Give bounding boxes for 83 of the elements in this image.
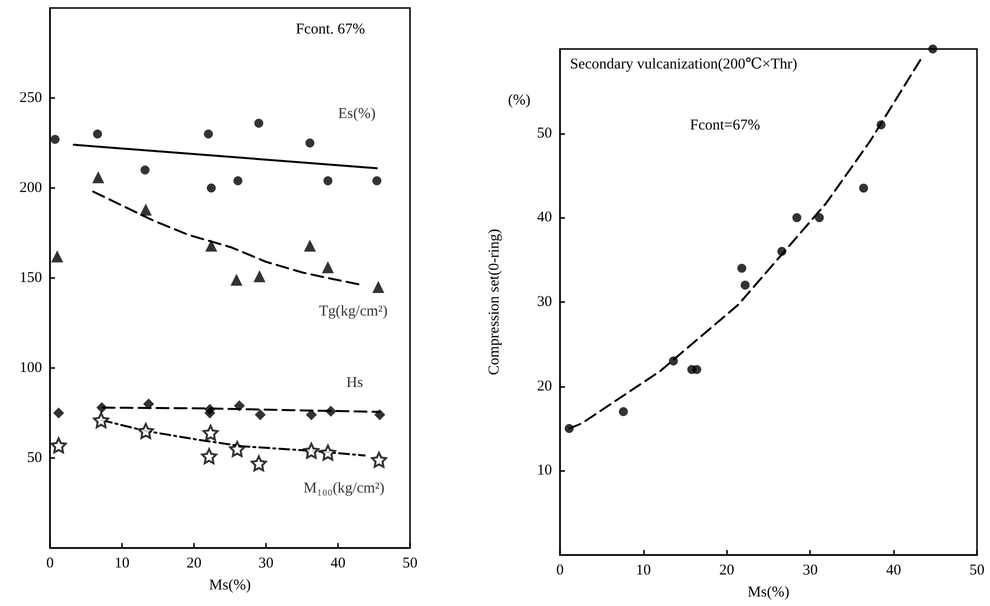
point (51, 250, 64, 262)
point (140, 166, 150, 174)
point (201, 448, 218, 464)
x-tick-label: 30 (802, 562, 818, 578)
annotation: Secondary vulcanization(200℃×Thr) (570, 56, 798, 72)
point (143, 398, 154, 410)
x-tick-label: 50 (402, 556, 418, 572)
point (206, 184, 216, 192)
point (140, 204, 152, 216)
x-tick-label: 40 (330, 556, 346, 572)
point (668, 356, 678, 366)
y-tick-label: 30 (537, 294, 552, 310)
point (928, 44, 938, 54)
point (325, 406, 336, 417)
point (372, 281, 384, 293)
point (205, 240, 218, 252)
point (305, 138, 314, 148)
y-axis-title: Compression set(0-ring) (486, 228, 502, 376)
x-axis-title: Ms(%) (209, 578, 251, 594)
point (322, 261, 334, 274)
point (204, 130, 213, 138)
point (792, 213, 802, 222)
point (737, 264, 746, 273)
y-tick-label: 20 (537, 378, 552, 394)
point (692, 364, 702, 374)
y-tick-label: 40 (537, 210, 552, 226)
x-tick-label: 20 (719, 562, 734, 578)
point (564, 424, 574, 433)
point (93, 412, 110, 428)
point (777, 246, 786, 256)
y-tick-label: 100 (20, 360, 42, 376)
text: Es(%) (338, 106, 376, 122)
y-tick-label: 250 (20, 90, 42, 106)
x-tick-label: 0 (46, 556, 54, 572)
point (53, 408, 64, 418)
y-tick-label: 10 (537, 462, 552, 479)
x-tick-label: 20 (186, 556, 202, 572)
point (230, 274, 242, 286)
x-tick-label: 30 (258, 556, 274, 572)
point (50, 437, 67, 454)
point (876, 120, 886, 130)
point (372, 176, 382, 186)
point (229, 441, 246, 457)
point (306, 409, 317, 420)
point (254, 270, 266, 282)
point (371, 452, 388, 468)
text: (%) (508, 92, 530, 108)
point (96, 402, 108, 414)
series-label: Hs (346, 374, 364, 391)
x-tick-label: 40 (886, 562, 902, 578)
point (138, 423, 154, 439)
y-tick-label: 50 (27, 450, 42, 466)
point (814, 213, 824, 222)
point (374, 409, 386, 420)
point (304, 240, 316, 252)
point (204, 408, 216, 418)
point (202, 424, 219, 441)
point (254, 409, 266, 420)
series-label: Tg(kg/cm²) (318, 304, 388, 320)
series-label: M₁₀₀(kg/cm²) (304, 480, 385, 496)
x-tick-label: 10 (636, 562, 651, 578)
point (93, 130, 102, 138)
point (303, 442, 320, 459)
point (233, 176, 242, 186)
x-tick-label: 10 (114, 556, 130, 572)
x-tick-label: 0 (556, 562, 564, 578)
point (254, 118, 264, 128)
x-tick-label: 50 (970, 562, 984, 578)
y-tick-label: 50 (537, 125, 552, 142)
point (740, 280, 750, 290)
y-tick-label: 200 (20, 180, 42, 196)
point (859, 184, 868, 193)
y-tick-label: 150 (20, 270, 42, 286)
point (234, 400, 245, 412)
point (92, 171, 104, 184)
annotation: Fcont. 67% (296, 22, 366, 38)
x-axis-title: Ms(%) (748, 584, 790, 600)
point (323, 176, 332, 186)
annotation: Fcont=67% (690, 118, 760, 134)
point (320, 444, 336, 461)
point (50, 134, 60, 144)
point (250, 455, 267, 472)
point (618, 407, 628, 416)
